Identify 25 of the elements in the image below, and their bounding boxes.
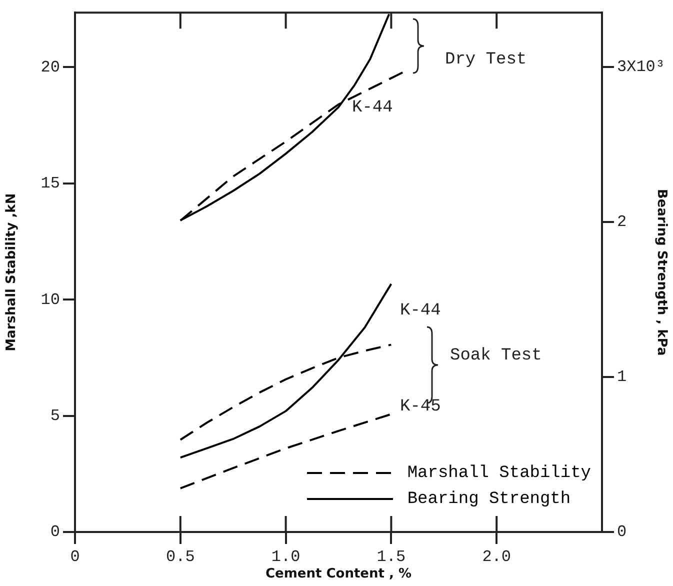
annotation: Dry Test	[445, 50, 527, 70]
y-tick-label: 10	[40, 290, 60, 309]
x-axis-title: Cement Content , %	[266, 566, 412, 582]
x-tick-label: 1.5	[376, 548, 406, 566]
y-tick-label: 5	[50, 407, 60, 426]
annotation: Soak Test	[450, 346, 542, 366]
legend-label: Bearing Strength	[407, 490, 571, 508]
line-series	[179, 413, 392, 490]
annotation: K-44	[352, 98, 393, 118]
y2-tick-label: 0	[617, 523, 627, 542]
y-tick-label: 20	[40, 58, 60, 76]
x-tick-label: 2.0	[482, 548, 512, 566]
x-tick-label: 1.0	[271, 548, 300, 566]
x-tick-label: 0.5	[166, 548, 195, 566]
legend-label: Marshall Stability	[407, 464, 591, 482]
annotation: K-44	[400, 302, 441, 320]
y2-tick-label: 3X10³	[617, 58, 666, 76]
y2-tick-label: 1	[617, 368, 627, 386]
y2-axis-title: Bearing Strength , kPa	[654, 188, 669, 356]
y2-tick-label: 2	[617, 213, 627, 232]
annotation: K-45	[400, 398, 441, 416]
y-tick-label: 0	[50, 523, 60, 542]
y-tick-label: 15	[40, 174, 60, 193]
y-axis-title: Marshall Stability ,kN	[4, 193, 20, 352]
x-tick-label: 0	[70, 548, 80, 566]
